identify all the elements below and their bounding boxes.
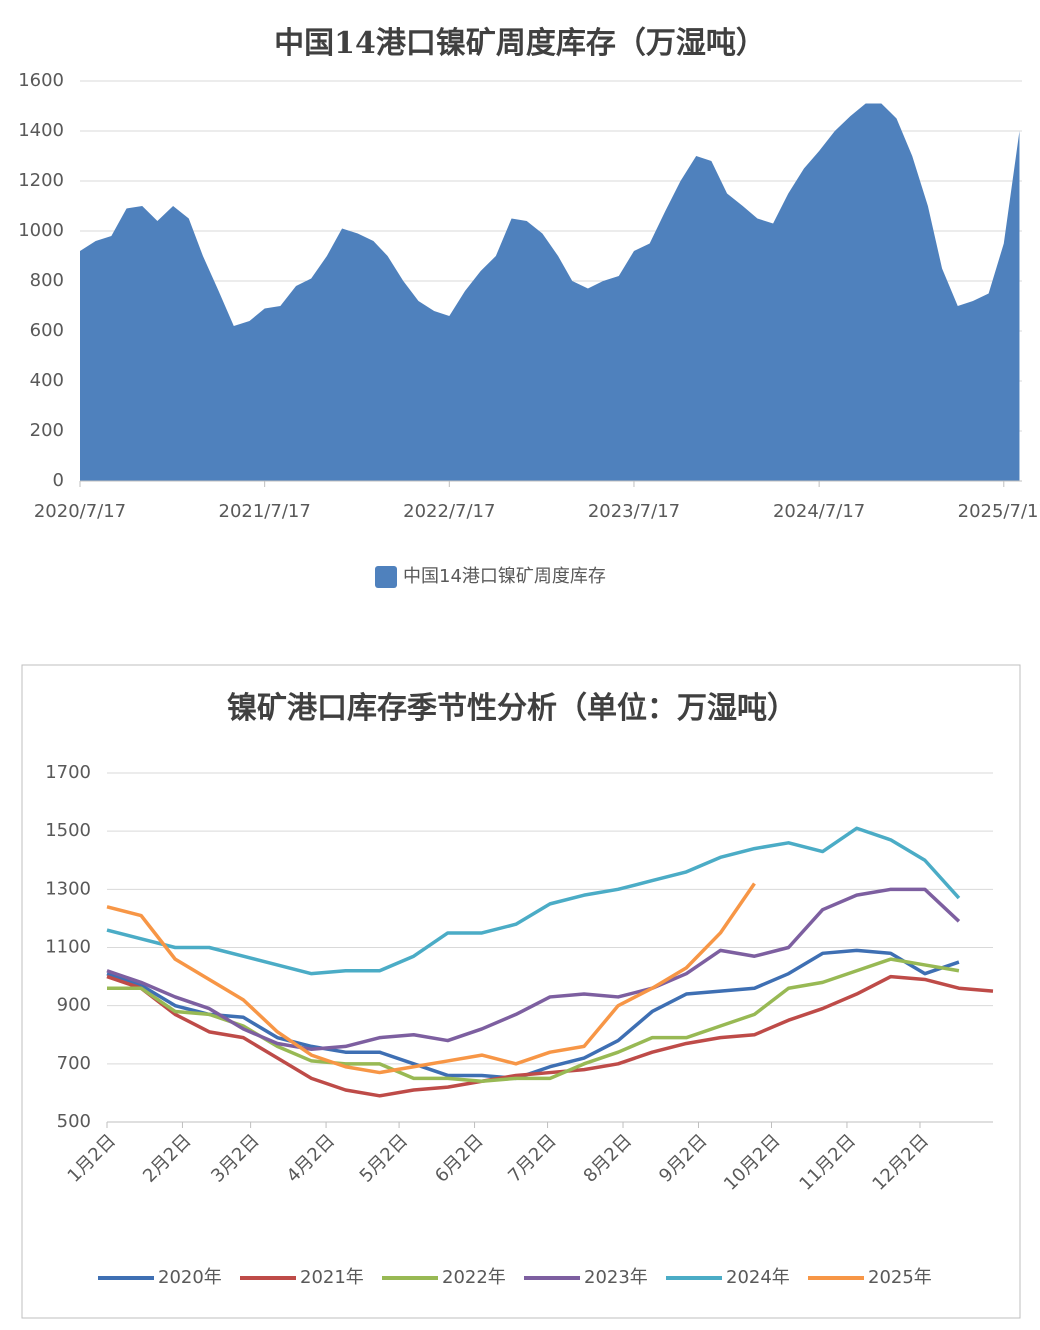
x-tick-label: 8月2日 — [580, 1130, 637, 1187]
chart-frame — [21, 664, 1021, 1319]
y-tick-label: 0 — [53, 470, 64, 491]
y-tick-label: 1100 — [45, 937, 91, 958]
x-tick-label: 7月2日 — [504, 1130, 561, 1187]
x-tick-label: 2025/7/17 — [958, 501, 1040, 522]
y-tick-label: 500 — [57, 1111, 91, 1132]
y-tick-label: 1000 — [18, 220, 64, 241]
y-tick-label: 400 — [30, 370, 64, 391]
y-tick-label: 200 — [30, 420, 64, 441]
x-tick-label: 10月2日 — [720, 1130, 785, 1195]
x-tick-label: 2021/7/17 — [219, 501, 311, 522]
y-tick-label: 1300 — [45, 878, 91, 899]
y-tick-label: 900 — [57, 995, 91, 1016]
y-tick-label: 1500 — [45, 820, 91, 841]
x-tick-label: 2020/7/17 — [34, 501, 126, 522]
legend-swatch — [375, 566, 397, 588]
line — [106, 887, 961, 1052]
legend-label: 2024年 — [726, 1267, 790, 1288]
line — [106, 974, 994, 1098]
legend-label: 2020年 — [158, 1267, 222, 1288]
y-tick-label: 600 — [30, 320, 64, 341]
line — [106, 826, 961, 976]
x-tick-label: 5月2日 — [356, 1130, 413, 1187]
y-tick-label: 800 — [30, 270, 64, 291]
y-tick-label: 1600 — [18, 70, 64, 91]
y-tick-label: 1200 — [18, 170, 64, 191]
legend-label: 中国14港口镍矿周度库存 — [403, 566, 606, 587]
x-tick-label: 2023/7/17 — [588, 501, 680, 522]
line — [106, 882, 756, 1075]
y-tick-label: 700 — [57, 1053, 91, 1074]
legend-label: 2025年 — [868, 1267, 932, 1288]
legend-label: 2022年 — [442, 1267, 506, 1288]
chart-title: 镍矿港口库存季节性分析（单位：万湿吨） — [227, 691, 797, 726]
line — [107, 957, 960, 1084]
y-tick-label: 1400 — [18, 120, 64, 141]
x-tick-label: 2022/7/17 — [403, 501, 495, 522]
legend-label: 2023年 — [584, 1267, 648, 1288]
x-tick-label: 11月2日 — [795, 1130, 860, 1195]
x-tick-label: 12月2日 — [868, 1130, 933, 1195]
x-tick-label: 4月2日 — [283, 1130, 340, 1187]
x-tick-label: 1月2日 — [64, 1130, 121, 1187]
chart-title: 中国14港口镍矿周度库存（万湿吨） — [274, 26, 766, 61]
x-tick-label: 2月2日 — [139, 1130, 196, 1187]
x-tick-label: 9月2日 — [655, 1130, 712, 1187]
x-tick-label: 2024/7/17 — [773, 501, 865, 522]
x-tick-label: 6月2日 — [431, 1130, 488, 1187]
legend-label: 2021年 — [300, 1267, 364, 1288]
x-tick-label: 3月2日 — [207, 1130, 264, 1187]
area — [80, 103, 1020, 481]
y-tick-label: 1700 — [45, 762, 91, 783]
